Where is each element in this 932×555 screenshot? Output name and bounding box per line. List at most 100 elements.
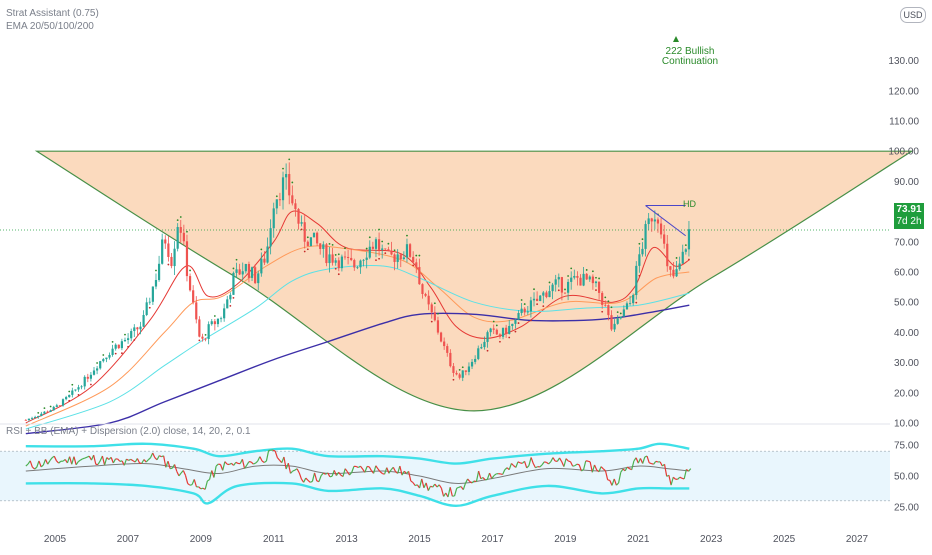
candle-body[interactable]: [505, 328, 507, 334]
candle-body[interactable]: [508, 326, 510, 334]
candle-body[interactable]: [105, 358, 107, 360]
candle-body[interactable]: [552, 285, 554, 291]
candle-body[interactable]: [490, 329, 492, 333]
indicator-legend-strat[interactable]: Strat Assistant (0.75): [6, 8, 99, 19]
candle-body[interactable]: [208, 324, 210, 339]
candle-body[interactable]: [663, 234, 665, 243]
candle-body[interactable]: [635, 266, 637, 295]
candle-body[interactable]: [561, 277, 563, 292]
candle-body[interactable]: [486, 332, 488, 342]
candle-body[interactable]: [353, 260, 355, 267]
candle-body[interactable]: [217, 319, 219, 324]
candle-body[interactable]: [214, 321, 216, 324]
candle-body[interactable]: [248, 264, 250, 278]
candle-body[interactable]: [521, 309, 523, 313]
candle-body[interactable]: [375, 239, 377, 249]
candle-body[interactable]: [50, 410, 52, 412]
candle-body[interactable]: [403, 257, 405, 259]
candle-body[interactable]: [288, 174, 290, 195]
candle-body[interactable]: [198, 319, 200, 336]
cup-pattern-shape[interactable]: [37, 151, 912, 411]
candle-body[interactable]: [468, 366, 470, 371]
candle-body[interactable]: [223, 308, 225, 318]
candle-body[interactable]: [232, 273, 234, 295]
candle-body[interactable]: [332, 254, 334, 262]
candle-body[interactable]: [437, 320, 439, 332]
candle-body[interactable]: [459, 374, 461, 377]
candle-body[interactable]: [155, 280, 157, 287]
candle-body[interactable]: [341, 257, 343, 269]
candle-body[interactable]: [390, 251, 392, 255]
candle-body[interactable]: [77, 387, 79, 389]
candle-body[interactable]: [409, 244, 411, 257]
candle-body[interactable]: [149, 302, 151, 303]
candle-body[interactable]: [192, 290, 194, 302]
candle-body[interactable]: [415, 262, 417, 267]
candle-body[interactable]: [582, 274, 584, 286]
candle-body[interactable]: [682, 252, 684, 264]
candle-body[interactable]: [313, 233, 315, 238]
candle-body[interactable]: [455, 373, 457, 374]
candle-body[interactable]: [316, 233, 318, 244]
candle-body[interactable]: [669, 266, 671, 270]
candle-body[interactable]: [685, 249, 687, 251]
candle-body[interactable]: [301, 222, 303, 224]
candle-body[interactable]: [294, 203, 296, 209]
candle-body[interactable]: [310, 237, 312, 246]
candle-body[interactable]: [604, 305, 606, 306]
candle-body[interactable]: [118, 345, 120, 348]
candle-body[interactable]: [282, 177, 284, 200]
candle-body[interactable]: [285, 174, 287, 177]
candle-body[interactable]: [344, 257, 346, 258]
candle-body[interactable]: [167, 243, 169, 256]
candle-body[interactable]: [161, 239, 163, 263]
candle-body[interactable]: [465, 370, 467, 372]
candle-body[interactable]: [406, 244, 408, 257]
candle-body[interactable]: [195, 302, 197, 319]
candle-body[interactable]: [362, 260, 364, 261]
candle-body[interactable]: [347, 257, 349, 258]
candle-body[interactable]: [177, 227, 179, 249]
candle-body[interactable]: [657, 219, 659, 223]
candle-body[interactable]: [291, 195, 293, 203]
candle-body[interactable]: [666, 244, 668, 266]
candle-body[interactable]: [638, 254, 640, 266]
candle-body[interactable]: [372, 247, 374, 249]
candle-body[interactable]: [567, 282, 569, 293]
candle-body[interactable]: [276, 199, 278, 208]
currency-button[interactable]: USD: [900, 7, 926, 23]
candle-body[interactable]: [493, 329, 495, 330]
candle-body[interactable]: [170, 257, 172, 266]
candle-body[interactable]: [59, 405, 61, 406]
candle-body[interactable]: [335, 260, 337, 262]
candle-body[interactable]: [173, 249, 175, 266]
candle-body[interactable]: [245, 264, 247, 271]
candle-body[interactable]: [533, 299, 535, 301]
candle-body[interactable]: [273, 208, 275, 228]
candle-body[interactable]: [570, 278, 572, 282]
candle-body[interactable]: [644, 224, 646, 249]
candle-body[interactable]: [40, 414, 42, 416]
candle-body[interactable]: [573, 276, 575, 278]
candle-body[interactable]: [629, 303, 631, 304]
candle-body[interactable]: [555, 279, 557, 284]
candle-body[interactable]: [511, 324, 513, 326]
candle-body[interactable]: [319, 243, 321, 249]
candle-body[interactable]: [96, 368, 98, 370]
candle-body[interactable]: [620, 317, 622, 319]
candle-body[interactable]: [139, 327, 141, 330]
candle-body[interactable]: [462, 370, 464, 377]
candle-body[interactable]: [449, 353, 451, 366]
candle-body[interactable]: [81, 386, 83, 387]
candle-body[interactable]: [68, 395, 70, 397]
candle-body[interactable]: [648, 218, 650, 224]
candle-body[interactable]: [328, 254, 330, 263]
candle-body[interactable]: [121, 341, 123, 348]
candle-body[interactable]: [474, 359, 476, 362]
candle-body[interactable]: [641, 249, 643, 254]
candle-body[interactable]: [146, 302, 148, 315]
candle-body[interactable]: [307, 242, 309, 246]
candle-body[interactable]: [483, 342, 485, 347]
candle-body[interactable]: [412, 257, 414, 262]
candle-body[interactable]: [471, 362, 473, 367]
